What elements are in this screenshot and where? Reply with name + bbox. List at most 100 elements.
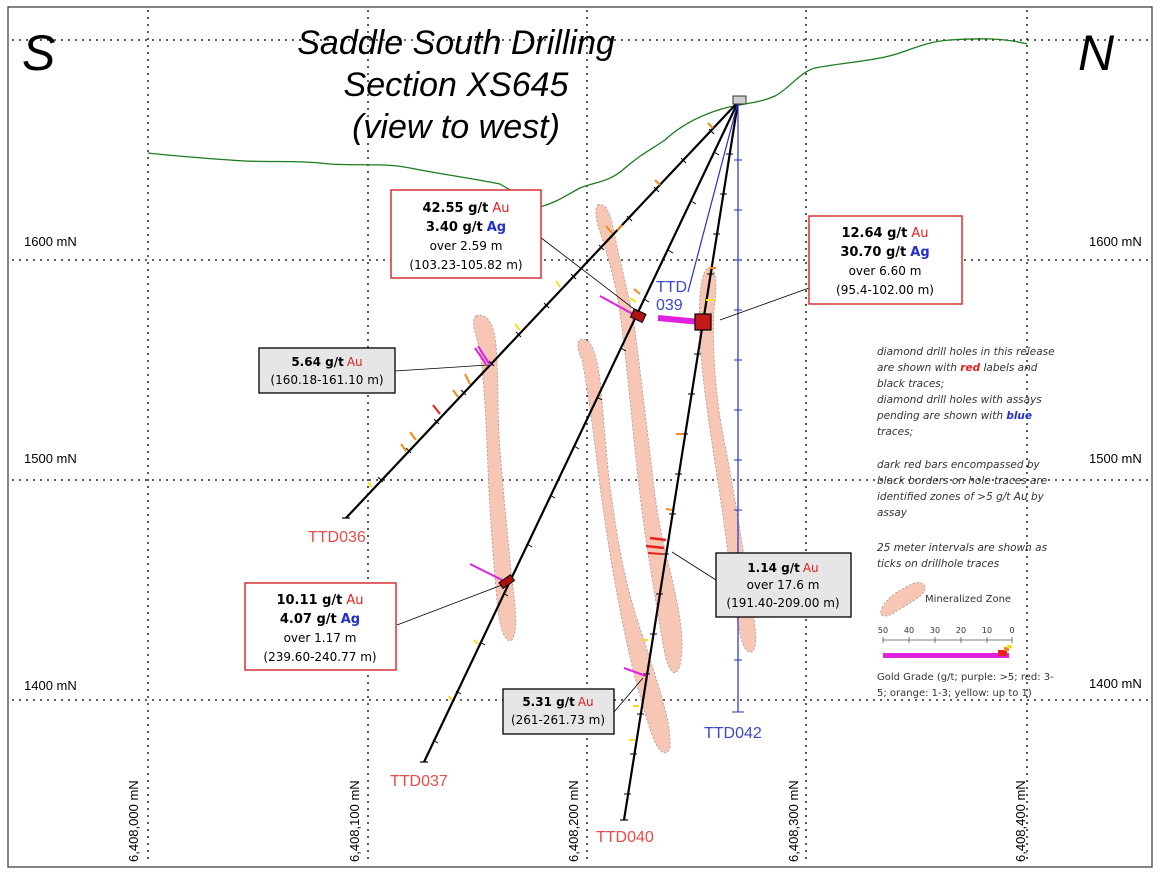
high-grade-zone-1 — [629, 308, 647, 324]
callout-ag-grade: 30.70 g/t — [840, 245, 906, 260]
svg-text:42.55 g/tAu: 42.55 g/t Au — [422, 201, 509, 216]
elevation-label-1400-left: 1400 mN — [24, 678, 77, 693]
callout-over: over 2.59 m — [430, 239, 503, 253]
title-line-1: Saddle South Drilling — [297, 24, 615, 62]
elevation-label-1400-right: 1400 mN — [1089, 676, 1142, 691]
callout-interval: (103.23-105.82 m) — [409, 258, 522, 272]
trace-ttd036 — [345, 101, 739, 519]
legend-line-5a: pending are shown with — [876, 410, 1006, 422]
legend-line-2-red: red — [960, 362, 980, 374]
legend-line-11: 25 meter intervals are shown as — [877, 542, 1048, 554]
callout-au-grade: 5.31 g/t — [522, 695, 575, 709]
callout-au-grade: 42.55 g/t — [422, 201, 488, 216]
scale-tick-label: 40 — [904, 626, 914, 635]
legend-line-8: black borders on hole traces are — [877, 475, 1047, 487]
callout-ttd037-lower-intercept: 10.11 g/t Au 4.07 g/t Ag over 1.17 m (239.… — [244, 582, 397, 671]
legend-line-3: black traces; — [877, 378, 944, 390]
direction-south: S — [22, 25, 55, 81]
callout-over: over 1.17 m — [284, 631, 357, 645]
legend-line-2b: labels and — [980, 362, 1038, 374]
hole-label-ttd037: TTD037 — [390, 773, 448, 790]
high-grade-zone-2 — [694, 313, 712, 331]
callout-box — [808, 215, 963, 305]
legend-line-5-blue: blue — [1006, 410, 1032, 422]
legend-line-10: assay — [877, 507, 908, 519]
callout-ag-symbol: Ag — [910, 245, 929, 260]
callout-au-symbol: Au — [911, 226, 928, 241]
svg-text:5.31 g/tAu: 5.31 g/t Au — [522, 695, 593, 709]
hole-label-ttd039-line2: 039 — [656, 297, 683, 314]
callout-ttd040-lower-intercept: 5.31 g/t Au (261-261.73 m) — [502, 688, 615, 735]
callout-ag-symbol: Ag — [487, 220, 506, 235]
callout-interval: (191.40-209.00 m) — [726, 596, 839, 610]
legend-mineralized-label: Mineralized Zone — [925, 594, 1011, 605]
svg-text:12.64 g/tAu: 12.64 g/t Au — [841, 226, 928, 241]
hole-label-ttd042: TTD042 — [704, 725, 762, 742]
svg-text:pending are shown with blue: pending are shown with blue — [876, 410, 1032, 422]
legend-scale: 50 40 30 20 10 0 — [878, 626, 1015, 658]
easting-label-1: 6,408,000 mN — [126, 780, 141, 862]
svg-text:are shown with red labels and: are shown with red labels and — [877, 362, 1038, 374]
callout-over: over 6.60 m — [849, 264, 922, 278]
drill-traces — [345, 101, 740, 821]
easting-label-4: 6,408,300 mN — [786, 780, 801, 862]
grade-bars — [367, 122, 716, 741]
direction-north: N — [1078, 25, 1115, 81]
callout-au-grade: 12.64 g/t — [841, 226, 907, 241]
callout-au-grade: 1.14 g/t — [747, 561, 800, 575]
legend: diamond drill holes in this release are … — [876, 346, 1055, 699]
easting-label-3: 6,408,200 mN — [566, 780, 581, 862]
callout-interval: (261-261.73 m) — [511, 713, 605, 727]
callout-ttd037-intercept: 42.55 g/t Au 3.40 g/t Ag over 2.59 m (103.… — [390, 189, 542, 279]
svg-text:5.64 g/tAu: 5.64 g/t Au — [291, 355, 362, 369]
topography-line — [147, 38, 1028, 208]
callout-over: over 17.6 m — [747, 578, 820, 592]
easting-label-2: 6,408,100 mN — [347, 780, 362, 862]
callout-au-symbol: Au — [492, 201, 509, 216]
callout-au-symbol: Au — [803, 561, 819, 575]
callout-au-grade: 5.64 g/t — [291, 355, 344, 369]
hole-label-ttd040: TTD040 — [596, 829, 654, 846]
callout-box — [244, 582, 397, 671]
scale-tick-label: 0 — [1009, 626, 1014, 635]
callout-box — [390, 189, 542, 279]
scale-bar-yellow — [1007, 645, 1012, 648]
callout-ttd040-mid-intercept: 1.14 g/t Au over 17.6 m (191.40-209.00 m) — [715, 552, 852, 618]
scale-bar-purple — [883, 653, 1009, 658]
legend-gold-grade-2: 5; orange: 1-3; yellow: up to 1) — [877, 688, 1032, 699]
callout-box — [502, 688, 615, 735]
interval-ticks — [377, 128, 744, 795]
scale-bar-orange — [1004, 647, 1009, 651]
svg-text:30.70 g/tAg: 30.70 g/t Ag — [840, 245, 929, 260]
easting-label-5: 6,408,400 mN — [1013, 780, 1028, 862]
callout-interval: (160.18-161.10 m) — [270, 373, 383, 387]
hole-label-ttd039-line1: TTD — [656, 279, 687, 296]
legend-gold-grade-1: Gold Grade (g/t; purple: >5; red: 3- — [877, 672, 1054, 683]
legend-line-9: identified zones of >5 g/t Au by — [877, 491, 1045, 503]
callout-au-grade: 10.11 g/t — [276, 593, 342, 608]
mineralized-zone-3 — [577, 338, 671, 754]
callout-au-symbol: Au — [347, 355, 363, 369]
scale-tick-label: 30 — [930, 626, 940, 635]
trace-ttd039 — [687, 101, 739, 293]
elevation-label-1600-left: 1600 mN — [24, 234, 77, 249]
callout-ag-grade: 4.07 g/t — [280, 612, 337, 627]
legend-line-1: diamond drill holes in this release — [877, 346, 1055, 358]
scale-bar-red — [998, 650, 1007, 656]
callout-box — [258, 347, 396, 394]
callout-au-symbol: Au — [578, 695, 594, 709]
legend-mineralized-swatch — [880, 582, 926, 617]
scale-tick-label: 10 — [982, 626, 992, 635]
legend-line-4: diamond drill holes with assays — [877, 394, 1042, 406]
legend-line-7: dark red bars encompassed by — [877, 459, 1041, 471]
legend-line-6: traces; — [877, 426, 913, 438]
mineralized-zone-2 — [595, 204, 683, 674]
elevation-label-1500-left: 1500 mN — [24, 451, 77, 466]
drill-collar — [732, 95, 747, 105]
callout-box — [715, 552, 852, 618]
callout-ttd036-intercept: 5.64 g/t Au (160.18-161.10 m) — [258, 347, 396, 394]
svg-text:4.07 g/tAg: 4.07 g/t Ag — [280, 612, 360, 627]
callout-ag-symbol: Ag — [341, 612, 360, 627]
scale-tick-label: 50 — [878, 626, 888, 635]
